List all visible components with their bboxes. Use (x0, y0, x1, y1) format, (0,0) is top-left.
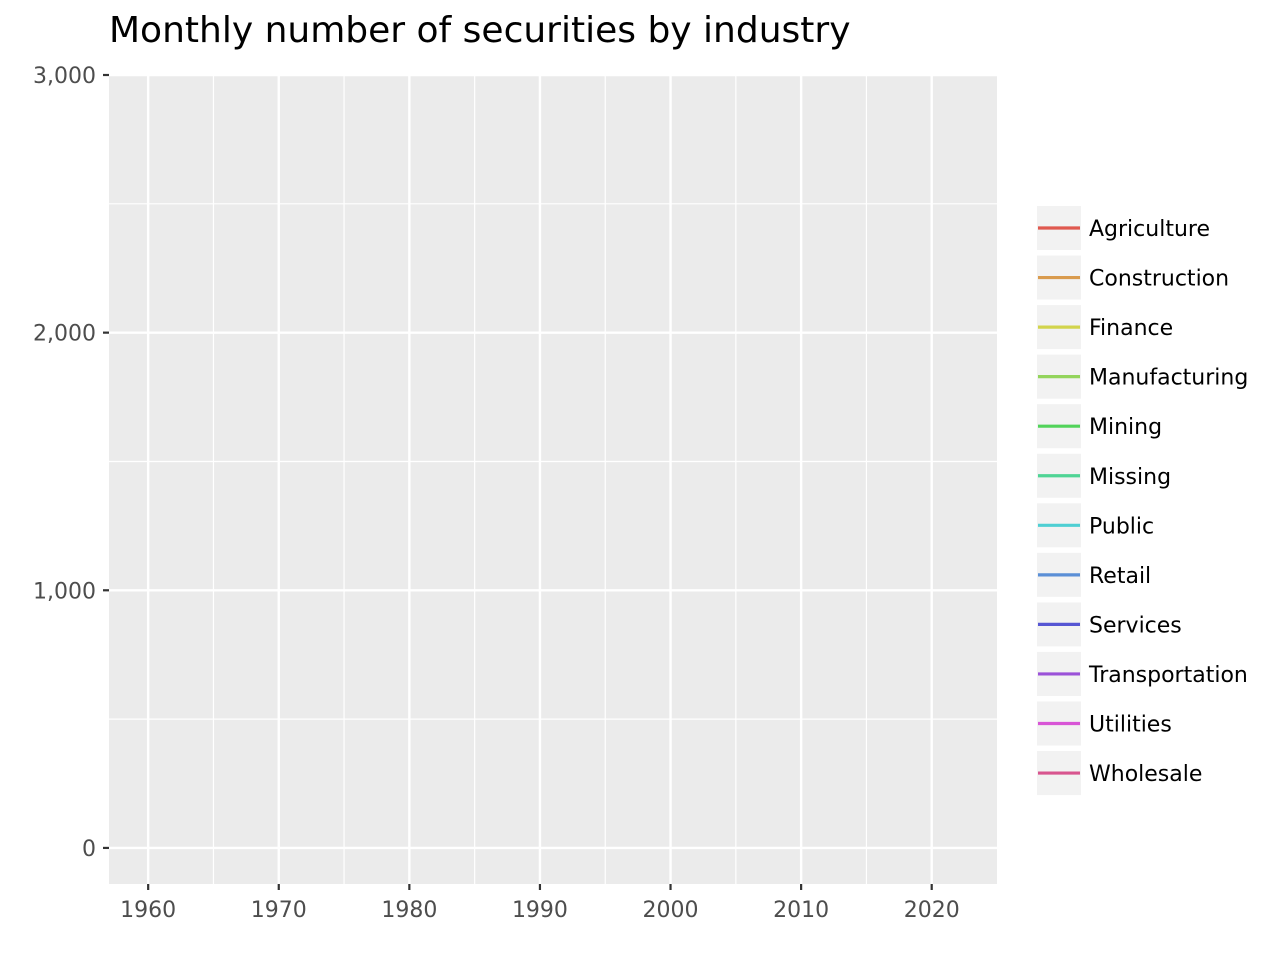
legend-item-transportation: Transportation (1037, 651, 1248, 696)
legend-label: Missing (1089, 465, 1171, 490)
legend-label: Services (1089, 613, 1182, 638)
legend-item-construction: Construction (1037, 255, 1229, 300)
x-axis: 1960 1970 1980 1990 2000 2010 2020 (120, 884, 960, 923)
y-tick-label: 0 (82, 837, 96, 862)
y-tick-label: 3,000 (33, 64, 96, 89)
legend-label: Finance (1089, 316, 1173, 341)
plot-panel (109, 75, 997, 884)
legend-item-finance: Finance (1037, 305, 1173, 350)
minor-gridlines (109, 75, 997, 884)
x-tick-label: 2010 (773, 898, 829, 923)
legend-item-public: Public (1037, 503, 1154, 548)
x-tick-label: 1980 (381, 898, 437, 923)
x-tick-label: 1970 (251, 898, 307, 923)
legend-item-wholesale: Wholesale (1037, 751, 1202, 796)
legend-label: Construction (1089, 267, 1229, 292)
legend: Agriculture Construction Finance Manufactur… (1037, 206, 1248, 796)
legend-label: Retail (1089, 564, 1151, 589)
legend-label: Manufacturing (1089, 366, 1248, 391)
legend-item-agriculture: Agriculture (1037, 206, 1210, 250)
legend-item-mining: Mining (1037, 404, 1162, 449)
legend-item-utilities: Utilities (1037, 701, 1172, 746)
y-axis: 0 1,000 2,000 3,000 (33, 64, 109, 862)
legend-label: Mining (1089, 415, 1162, 440)
x-tick-label: 2020 (904, 898, 960, 923)
legend-label: Transportation (1088, 663, 1248, 688)
legend-label: Wholesale (1089, 762, 1202, 787)
chart-title: Monthly number of securities by industry (109, 10, 851, 51)
x-tick-label: 1990 (512, 898, 568, 923)
legend-label: Agriculture (1089, 217, 1210, 242)
legend-item-services: Services (1037, 602, 1182, 647)
legend-label: Public (1089, 514, 1154, 539)
legend-item-missing: Missing (1037, 453, 1171, 498)
x-tick-label: 1960 (120, 898, 176, 923)
major-gridlines (109, 73, 997, 884)
y-tick-label: 1,000 (33, 579, 96, 604)
x-tick-label: 2000 (643, 898, 699, 923)
legend-item-retail: Retail (1037, 552, 1151, 597)
legend-label: Utilities (1089, 713, 1172, 738)
legend-item-manufacturing: Manufacturing (1037, 354, 1248, 399)
y-tick-label: 2,000 (33, 322, 96, 347)
